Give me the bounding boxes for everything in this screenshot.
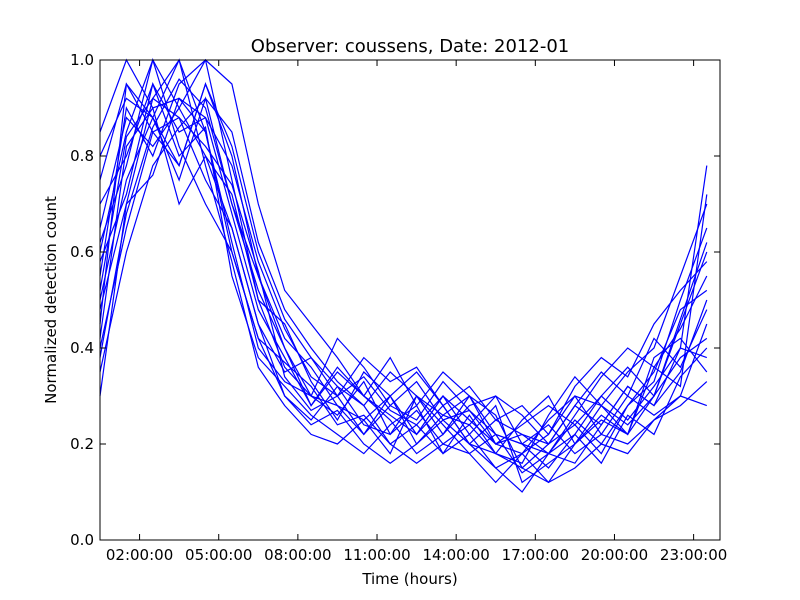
series-line-14 (99, 97, 708, 436)
series-layer (99, 57, 708, 493)
chart-title: Observer: coussens, Date: 2012-01 (251, 36, 569, 57)
x-tick-label: 23:00:00 (660, 546, 727, 564)
x-tick-label: 05:00:00 (185, 546, 252, 564)
x-tick-label: 20:00:00 (581, 546, 648, 564)
series-line-10 (99, 59, 708, 455)
y-tick-label: 0.0 (70, 531, 94, 549)
y-tick-label: 0.6 (70, 243, 94, 261)
x-tick-label: 14:00:00 (422, 546, 489, 564)
series-line-16 (99, 78, 708, 445)
y-tick-label: 1.0 (70, 51, 94, 69)
x-tick-label: 11:00:00 (343, 546, 410, 564)
x-axis-label: Time (hours) (361, 570, 457, 588)
series-line-4 (99, 58, 708, 469)
x-tick-label: 17:00:00 (502, 546, 569, 564)
series-line-12 (99, 106, 708, 455)
series-line-18 (99, 97, 708, 464)
y-tick-label: 0.2 (70, 435, 94, 453)
plot-frame (99, 59, 721, 541)
y-tick-label: 0.8 (70, 147, 94, 165)
series-line-15 (99, 57, 708, 474)
tick-layer: 02:00:00 05:00:00 08:00:00 11:00:00 14:00:00… (70, 51, 727, 564)
x-tick-label: 08:00:00 (264, 546, 331, 564)
x-tick-label: 02:00:00 (106, 546, 173, 564)
series-line-17 (99, 82, 708, 445)
y-axis-label: Normalized detection count (42, 196, 60, 404)
y-tick-label: 0.4 (70, 339, 94, 357)
